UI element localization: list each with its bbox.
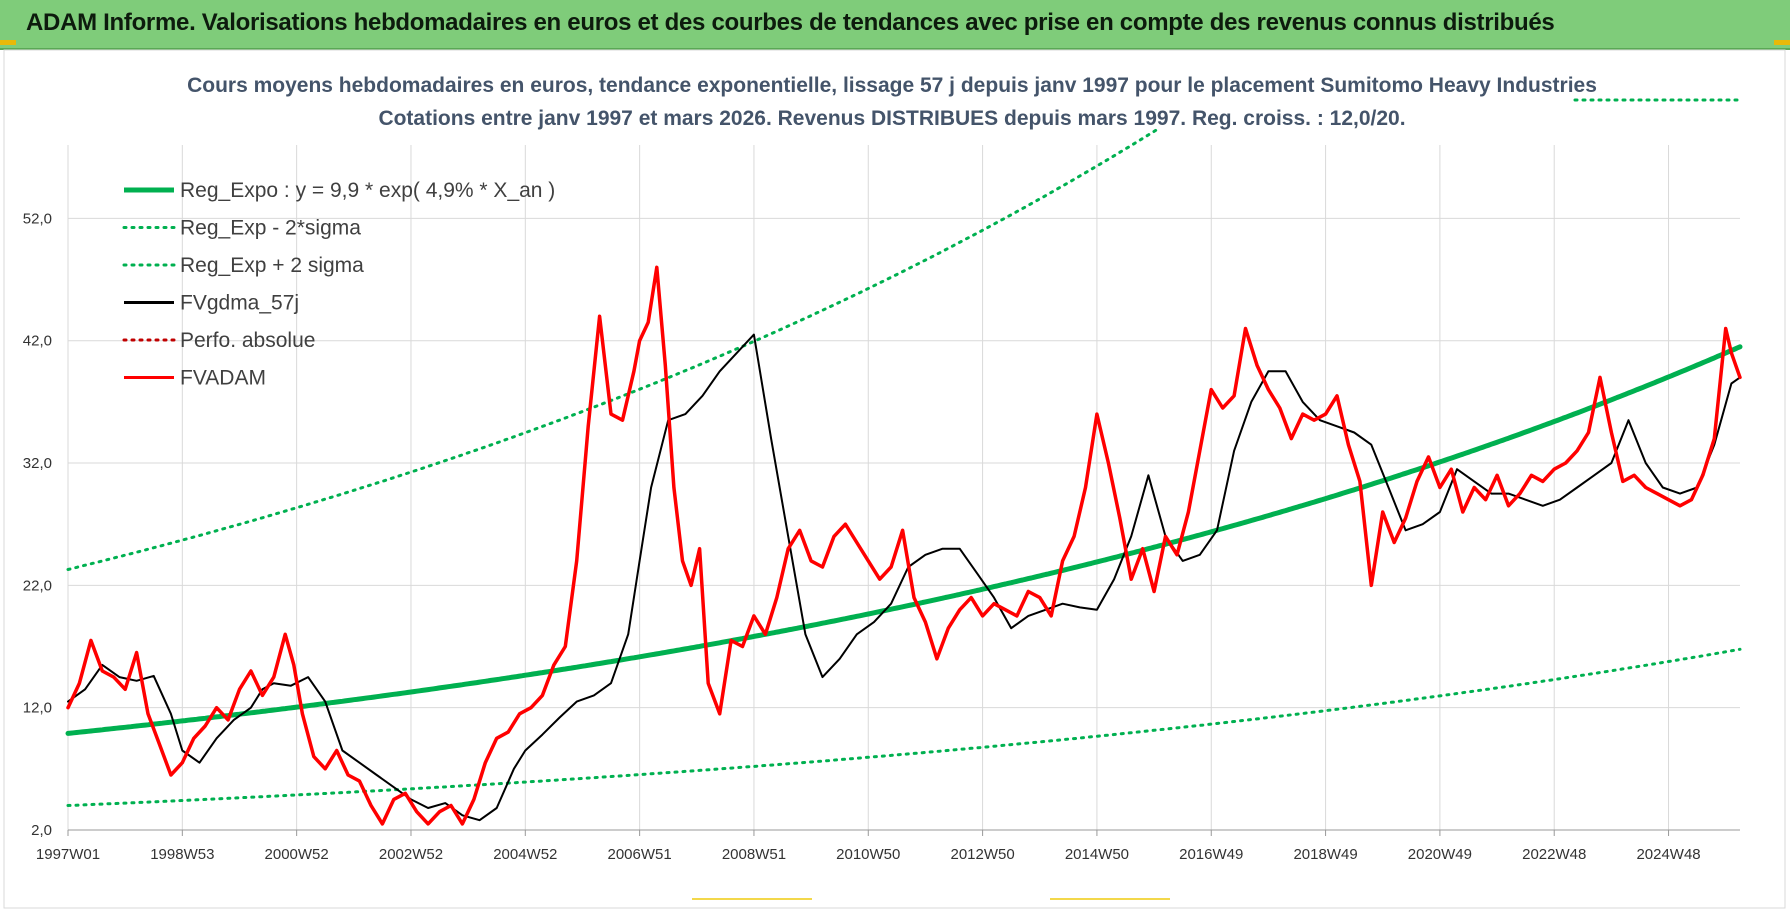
y-tick-label: 22,0	[23, 577, 52, 594]
x-tick-label: 1997W01	[36, 846, 100, 863]
corner-marker-right	[1774, 40, 1790, 45]
legend-label: FVgdma_57j	[180, 292, 299, 315]
bottom-marker-1	[692, 898, 812, 900]
y-tick-label: 42,0	[23, 333, 52, 350]
legend: Reg_Expo : y = 9,9 * exp( 4,9% * X_an ) R…	[122, 179, 555, 390]
x-tick-label: 2016W49	[1179, 846, 1243, 863]
series-line-5	[66, 265, 1742, 826]
x-tick-label: 2006W51	[608, 846, 672, 863]
legend-label: Reg_Exp + 2 sigma	[180, 254, 364, 277]
x-tick-label: 2018W49	[1293, 846, 1357, 863]
series-layer	[65, 126, 1743, 826]
grid-layer	[67, 145, 1740, 831]
x-tick-label: 1998W53	[150, 846, 214, 863]
x-tick-label: 2012W50	[950, 846, 1014, 863]
legend-label: FVADAM	[180, 367, 266, 390]
x-tick-label: 2010W50	[836, 846, 900, 863]
legend-label: Reg_Expo : y = 9,9 * exp( 4,9% * X_an )	[180, 179, 555, 202]
x-tick-label: 2004W52	[493, 846, 557, 863]
x-tick-label: 2020W49	[1408, 846, 1472, 863]
x-tick-label: 2014W50	[1065, 846, 1129, 863]
x-tick-label: 2024W48	[1636, 846, 1700, 863]
axis-layer: 2,0 12,0 22,0 32,0 42,0 52,0 1997W01 1998W53 200…	[23, 210, 1740, 863]
y-tick-label: 52,0	[23, 210, 52, 227]
chart-subtitle: Cotations entre janv 1997 et mars 2026. …	[378, 107, 1405, 130]
chart-border	[3, 49, 1786, 909]
report-header: ADAM Informe. Valorisations hebdomadaire…	[0, 0, 1790, 50]
series-line-3	[67, 333, 1741, 822]
x-tick-label: 2022W48	[1522, 846, 1586, 863]
corner-marker-left	[0, 40, 16, 45]
x-tick-label: 2000W52	[265, 846, 329, 863]
y-tick-label: 32,0	[23, 455, 52, 472]
chart-title: Cours moyens hebdomadaires en euros, ten…	[187, 74, 1597, 97]
y-tick-label: 2,0	[31, 822, 52, 839]
legend-label: Reg_Exp - 2*sigma	[180, 217, 361, 240]
legend-label: Perfo. absolue	[180, 329, 315, 352]
x-tick-label: 2002W52	[379, 846, 443, 863]
bottom-marker-2	[1050, 898, 1170, 900]
x-tick-label: 2008W51	[722, 846, 786, 863]
series-line-0	[65, 344, 1743, 736]
series-line-1	[66, 647, 1742, 807]
y-tick-label: 12,0	[23, 700, 52, 717]
report-title: ADAM Informe. Valorisations hebdomadaire…	[26, 9, 1555, 36]
